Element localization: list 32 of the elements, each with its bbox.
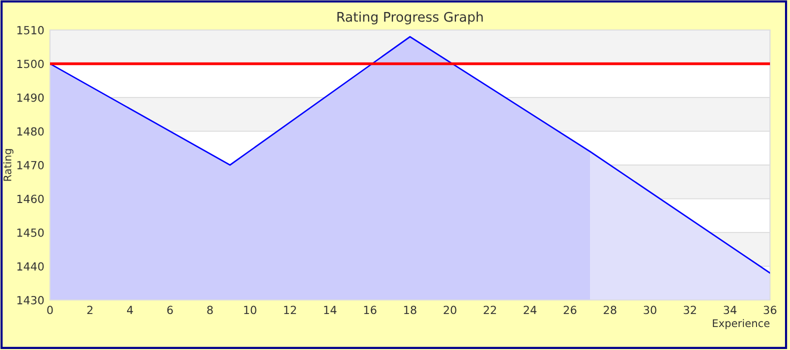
x-tick-label: 8: [207, 306, 213, 314]
x-tick-label: 36: [764, 306, 776, 314]
x-tick-label: 10: [244, 306, 256, 314]
chart-title: Rating Progress Graph: [337, 12, 483, 24]
x-tick-label: 30: [644, 306, 656, 314]
y-tick-label: 1480: [17, 127, 44, 136]
y-tick-label: 1510: [17, 26, 44, 34]
x-tick-label: 22: [484, 306, 496, 314]
y-tick-label: 1430: [17, 296, 44, 304]
x-tick-label: 26: [564, 306, 576, 314]
y-tick-label: 1470: [17, 160, 44, 170]
x-tick-label: 4: [127, 306, 133, 314]
y-tick-label: 1500: [17, 60, 44, 68]
line-series: [50, 36, 770, 274]
x-axis-title: Experience: [712, 319, 770, 330]
x-tick-label: 0: [47, 306, 53, 314]
x-tick-label: 16: [364, 306, 376, 314]
y-tick-label: 1450: [17, 228, 44, 237]
x-tick-label: 14: [324, 306, 336, 314]
y-tick-label: 1490: [17, 93, 44, 102]
x-tick-label: 20: [444, 306, 456, 314]
x-tick-label: 6: [167, 306, 173, 314]
x-tick-label: 2: [87, 306, 92, 314]
y-tick-label: 1460: [17, 194, 44, 204]
x-tick-label: 28: [604, 306, 616, 314]
x-tick-label: 34: [724, 306, 736, 314]
y-axis-title: Rating: [3, 149, 14, 181]
x-tick-label: 24: [524, 306, 536, 314]
x-tick-label: 18: [404, 306, 416, 314]
y-tick-label: 1440: [17, 262, 44, 271]
x-tick-label: 12: [284, 306, 296, 314]
x-tick-label: 32: [684, 306, 696, 314]
